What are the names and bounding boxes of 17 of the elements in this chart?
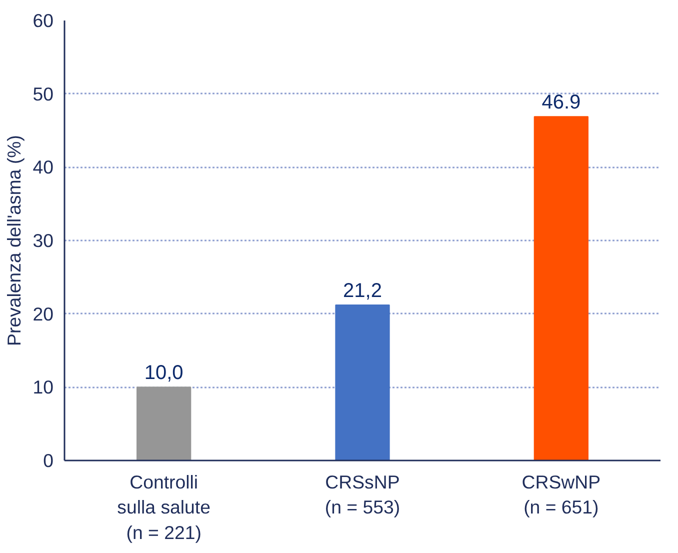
- data-label: 21,2: [343, 280, 382, 302]
- x-tick-label: CRSsNP (n = 553): [324, 472, 400, 518]
- x-tick-label: CRSwNP (n = 651): [522, 472, 601, 518]
- y-tick-label: 0: [43, 450, 54, 471]
- data-label: 10,0: [144, 362, 184, 384]
- y-tick-label: 10: [32, 376, 54, 398]
- y-tick-label: 50: [32, 83, 54, 104]
- bar: [534, 116, 588, 460]
- y-tick-label: 60: [32, 10, 54, 31]
- y-tick-label: 40: [32, 156, 54, 178]
- bar: [136, 386, 192, 460]
- y-tick-label: 20: [32, 303, 54, 324]
- y-axis-title: Prevalenza dell'asma (%): [4, 135, 25, 346]
- bar: [335, 304, 390, 460]
- y-tick-label: 30: [32, 230, 54, 251]
- x-tick-label: Controlli sulla salute (n = 221): [117, 472, 211, 543]
- data-label: 46.9: [542, 92, 581, 114]
